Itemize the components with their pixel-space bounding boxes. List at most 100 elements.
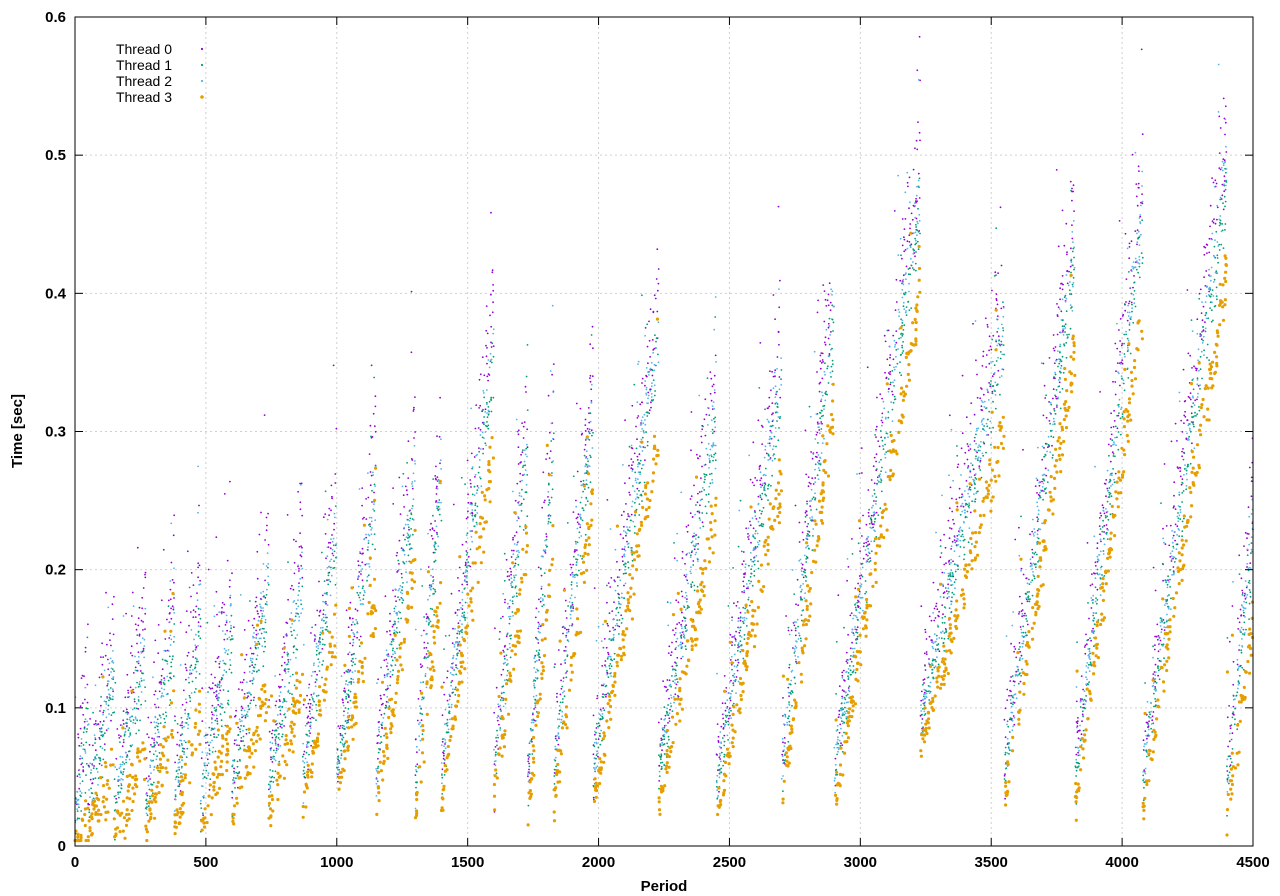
data-point bbox=[575, 517, 578, 520]
data-point bbox=[605, 695, 607, 698]
data-point bbox=[691, 516, 694, 518]
data-point bbox=[714, 467, 717, 470]
data-point bbox=[914, 202, 916, 205]
data-point bbox=[741, 591, 743, 593]
data-point bbox=[339, 732, 342, 735]
data-point bbox=[110, 644, 112, 647]
data-point bbox=[461, 636, 464, 639]
data-point bbox=[617, 600, 620, 603]
data-point bbox=[1106, 469, 1109, 472]
data-point bbox=[347, 696, 350, 698]
data-point bbox=[665, 731, 668, 734]
data-point bbox=[243, 693, 246, 695]
data-point bbox=[1081, 720, 1083, 723]
data-point bbox=[223, 493, 226, 495]
data-point bbox=[761, 426, 764, 428]
data-point bbox=[414, 396, 416, 398]
data-point bbox=[246, 696, 249, 699]
data-point bbox=[538, 623, 541, 626]
data-point bbox=[287, 670, 290, 673]
data-point bbox=[1036, 516, 1039, 519]
data-point bbox=[1246, 537, 1248, 540]
data-point bbox=[321, 648, 324, 650]
data-point bbox=[99, 720, 102, 723]
data-point bbox=[853, 647, 856, 650]
data-point bbox=[690, 411, 693, 413]
data-point bbox=[506, 607, 509, 610]
data-point bbox=[129, 686, 132, 689]
data-point bbox=[494, 764, 497, 767]
data-point bbox=[146, 794, 149, 797]
data-point bbox=[676, 559, 679, 562]
data-point bbox=[668, 712, 671, 715]
data-point bbox=[154, 639, 157, 642]
data-point bbox=[1201, 301, 1203, 303]
data-point bbox=[965, 480, 968, 482]
data-point bbox=[819, 360, 822, 362]
data-point bbox=[1167, 607, 1170, 610]
data-point bbox=[1244, 607, 1247, 610]
data-point bbox=[650, 385, 653, 388]
data-point bbox=[389, 633, 392, 636]
data-point bbox=[1011, 719, 1014, 722]
data-point bbox=[427, 566, 430, 568]
data-point bbox=[389, 670, 392, 673]
data-point bbox=[606, 673, 609, 676]
data-point bbox=[816, 461, 819, 464]
data-point bbox=[1143, 743, 1146, 745]
data-point bbox=[208, 744, 210, 747]
data-point bbox=[1018, 554, 1021, 557]
data-point bbox=[679, 641, 682, 644]
data-point bbox=[958, 533, 960, 536]
data-point bbox=[1211, 177, 1213, 180]
data-point bbox=[747, 536, 749, 538]
data-point bbox=[144, 607, 147, 610]
data-point bbox=[812, 453, 815, 455]
data-point bbox=[837, 594, 840, 597]
data-point bbox=[140, 677, 143, 680]
data-point bbox=[930, 619, 933, 622]
data-point bbox=[881, 421, 884, 424]
data-point bbox=[255, 637, 258, 639]
data-point bbox=[169, 644, 172, 646]
data-point bbox=[206, 758, 209, 761]
data-point bbox=[487, 359, 490, 361]
data-point bbox=[415, 745, 418, 748]
data-point bbox=[520, 502, 523, 505]
data-point bbox=[1206, 252, 1208, 255]
data-point bbox=[1107, 443, 1110, 446]
data-point bbox=[1165, 525, 1168, 527]
data-point bbox=[198, 613, 201, 616]
data-point bbox=[932, 647, 935, 650]
data-point bbox=[1061, 209, 1064, 212]
data-point bbox=[985, 354, 988, 356]
data-point bbox=[512, 566, 515, 568]
data-point bbox=[1004, 707, 1007, 710]
data-point bbox=[786, 706, 789, 709]
data-point bbox=[1128, 302, 1130, 305]
data-point bbox=[756, 541, 759, 544]
data-point bbox=[558, 705, 561, 707]
data-point bbox=[1085, 700, 1088, 703]
data-point bbox=[153, 769, 155, 771]
data-point bbox=[715, 361, 717, 363]
data-point bbox=[506, 575, 509, 578]
data-point bbox=[254, 641, 256, 643]
data-point bbox=[329, 560, 331, 563]
data-point bbox=[307, 715, 310, 718]
data-point bbox=[948, 507, 951, 510]
data-point bbox=[1246, 562, 1249, 565]
data-point bbox=[1205, 295, 1208, 297]
data-point bbox=[243, 629, 246, 631]
data-point bbox=[536, 654, 539, 656]
data-point bbox=[522, 425, 525, 428]
data-point bbox=[932, 642, 935, 645]
data-point bbox=[258, 637, 261, 640]
data-point bbox=[742, 551, 745, 553]
data-point bbox=[331, 534, 333, 536]
data-point bbox=[114, 766, 117, 768]
data-point bbox=[1246, 548, 1249, 551]
data-point bbox=[490, 358, 493, 361]
data-point bbox=[956, 535, 959, 537]
data-point bbox=[1186, 432, 1188, 435]
